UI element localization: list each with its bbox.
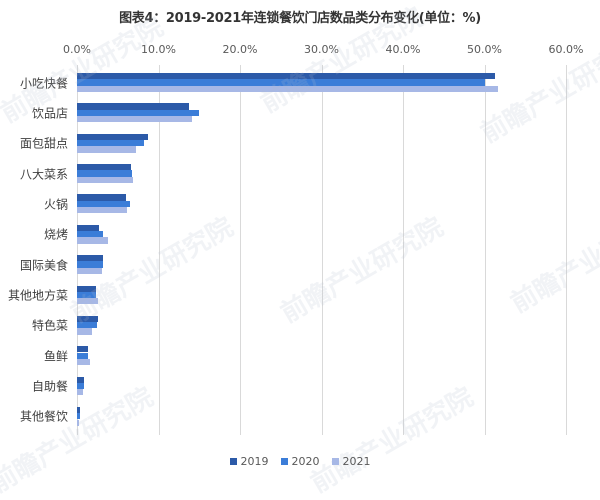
bar-2019 xyxy=(77,103,190,110)
category-label: 自助餐 xyxy=(31,379,68,394)
bar-2020 xyxy=(77,140,144,147)
x-tick-label: 10.0% xyxy=(141,43,176,56)
x-tick-label: 40.0% xyxy=(385,43,421,56)
gridline xyxy=(566,65,567,435)
bar-2019 xyxy=(77,346,89,353)
legend-label: 2019 xyxy=(240,455,269,468)
category-label: 八大菜系 xyxy=(19,167,68,182)
gridline xyxy=(158,65,160,435)
gridline xyxy=(484,65,486,435)
bar-2019 xyxy=(77,255,104,262)
bar-2020 xyxy=(77,322,97,329)
bar-2019 xyxy=(77,133,148,141)
gridline xyxy=(77,65,78,435)
x-tick-label: 0.0% xyxy=(63,43,91,56)
legend-label: 2021 xyxy=(342,455,371,468)
bar-2021 xyxy=(77,237,108,244)
bar-2021 xyxy=(77,358,91,366)
legend: 2019 2020 2021 xyxy=(0,455,600,468)
x-tick-label: 20.0% xyxy=(222,43,258,56)
bar-2019 xyxy=(77,376,85,383)
bar-2020 xyxy=(77,261,104,268)
gridline xyxy=(321,65,323,435)
bar-2021 xyxy=(77,419,80,426)
legend-swatch-icon xyxy=(331,458,339,465)
bar-2019 xyxy=(77,73,496,80)
legend-swatch-icon xyxy=(229,458,237,465)
bar-2019 xyxy=(77,194,126,201)
bar-2020 xyxy=(77,170,132,177)
bar-2020 xyxy=(77,231,104,238)
category-label: 其他地方菜 xyxy=(7,288,68,303)
legend-swatch-icon xyxy=(280,458,288,465)
category-label: 鱼鲜 xyxy=(43,349,68,364)
category-label: 国际美食 xyxy=(19,258,68,273)
category-label: 小吃快餐 xyxy=(19,76,68,90)
bar-2021 xyxy=(77,146,136,153)
x-tick-label: 30.0% xyxy=(304,43,339,56)
bar-2020 xyxy=(77,352,88,359)
bar-2019 xyxy=(77,285,96,292)
bar-2021 xyxy=(77,85,499,92)
category-label: 烧烤 xyxy=(43,227,68,242)
bar-2020 xyxy=(77,413,81,420)
bar-2019 xyxy=(77,315,99,323)
bar-2021 xyxy=(77,298,99,305)
category-label: 面包甜点 xyxy=(19,136,68,151)
x-tick-label: 60.0% xyxy=(548,43,584,56)
legend-label: 2020 xyxy=(291,455,320,468)
bar-2019 xyxy=(77,164,131,171)
legend-item: 2019 xyxy=(229,455,269,468)
bar-2021 xyxy=(77,116,192,123)
bar-2021 xyxy=(77,176,134,183)
gridline xyxy=(240,65,241,435)
category-label: 饮品店 xyxy=(31,106,68,121)
bar-2021 xyxy=(77,207,127,214)
bar-2021 xyxy=(77,267,103,275)
category-label: 火锅 xyxy=(43,197,68,212)
bar-2019 xyxy=(77,224,99,232)
x-tick-label: 50.0% xyxy=(467,43,502,56)
gridline xyxy=(403,65,404,435)
bar-2020 xyxy=(77,382,84,390)
category-label: 特色菜 xyxy=(31,318,68,333)
bar-2020 xyxy=(77,200,130,208)
bar-2021 xyxy=(77,328,93,335)
bar-2019 xyxy=(77,406,81,414)
plot-area xyxy=(77,65,567,435)
legend-item: 2020 xyxy=(280,455,320,468)
chart-title: 图表4：2019-2021年连锁餐饮门店数品类分布变化(单位：%) xyxy=(119,11,481,26)
bar-2020 xyxy=(77,79,485,86)
category-label: 其他餐饮 xyxy=(19,409,68,424)
bar-2020 xyxy=(77,109,200,116)
bar-2020 xyxy=(77,291,96,299)
legend-item: 2021 xyxy=(331,455,371,468)
bar-2021 xyxy=(77,389,83,396)
